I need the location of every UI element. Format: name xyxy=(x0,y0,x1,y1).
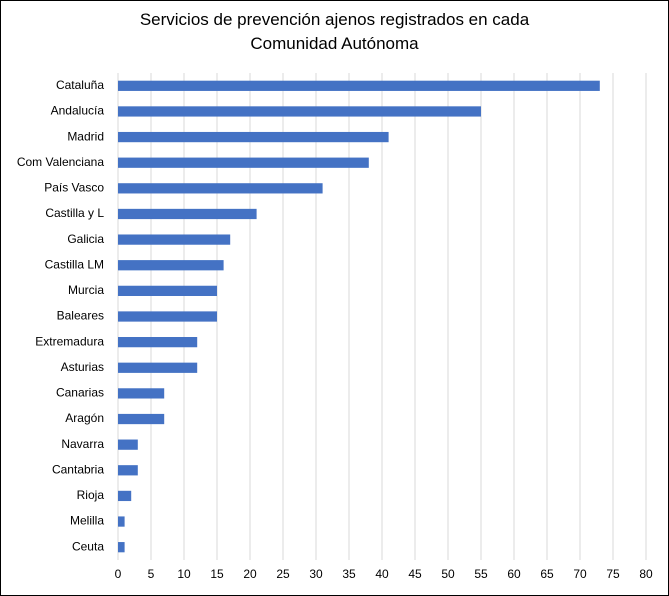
bar-0 xyxy=(118,80,600,91)
bar-17 xyxy=(118,516,125,527)
category-label: Melilla xyxy=(70,514,104,528)
bar-6 xyxy=(118,234,231,245)
x-tick-label: 60 xyxy=(507,567,521,581)
chart-title-line-2: Comunidad Autónoma xyxy=(250,34,419,53)
x-tick-label: 15 xyxy=(210,567,224,581)
x-tick-label: 20 xyxy=(243,567,257,581)
bar-16 xyxy=(118,490,132,502)
category-label: Com Valenciana xyxy=(17,155,104,169)
category-label: Castilla y L xyxy=(45,206,104,220)
x-tick-label: 35 xyxy=(342,567,356,581)
category-label: País Vasco xyxy=(44,181,104,195)
x-tick-label: 40 xyxy=(375,567,389,581)
bar-14 xyxy=(118,439,138,450)
x-tick-label: 75 xyxy=(606,567,620,581)
x-tick-label: 30 xyxy=(309,567,323,581)
category-label: Galicia xyxy=(67,232,104,246)
bar-4 xyxy=(118,183,323,194)
category-label: Cataluña xyxy=(56,78,104,92)
bar-12 xyxy=(118,388,165,399)
x-tick-label: 70 xyxy=(573,567,587,581)
chart-title-line-1: Servicios de prevención ajenos registrad… xyxy=(139,10,530,29)
bar-18 xyxy=(118,542,125,553)
x-tick-label: 55 xyxy=(474,567,488,581)
bar-1 xyxy=(118,106,481,117)
category-label: Cantabria xyxy=(52,462,104,476)
bar-13 xyxy=(118,413,165,425)
bar-3 xyxy=(118,157,369,168)
x-tick-label: 25 xyxy=(276,567,290,581)
x-tick-label: 65 xyxy=(540,567,554,581)
category-label: Canarias xyxy=(56,386,104,400)
category-label: Navarra xyxy=(61,437,104,451)
category-label: Andalucía xyxy=(51,104,105,118)
x-tick-label: 50 xyxy=(441,567,455,581)
category-label: Baleares xyxy=(57,309,104,323)
bar-8 xyxy=(118,285,217,296)
category-label: Aragón xyxy=(65,411,104,425)
bar-9 xyxy=(118,311,217,322)
category-label: Extremadura xyxy=(35,334,104,348)
bar-15 xyxy=(118,465,138,476)
bar-7 xyxy=(118,260,224,271)
x-tick-label: 80 xyxy=(639,567,653,581)
category-label: Rioja xyxy=(77,488,105,502)
bar-11 xyxy=(118,362,198,373)
category-label: Murcia xyxy=(68,283,104,297)
x-tick-label: 10 xyxy=(177,567,191,581)
bar-10 xyxy=(118,337,198,348)
category-label: Asturias xyxy=(61,360,104,374)
category-label: Ceuta xyxy=(72,539,104,553)
bar-5 xyxy=(118,208,257,220)
category-label: Castilla LM xyxy=(45,257,104,271)
chart-title: Servicios de prevención ajenos registrad… xyxy=(0,8,669,56)
bar-2 xyxy=(118,131,389,143)
category-label: Madrid xyxy=(67,129,104,143)
x-tick-label: 5 xyxy=(148,567,155,581)
x-tick-label: 45 xyxy=(408,567,422,581)
x-tick-label: 0 xyxy=(115,567,122,581)
